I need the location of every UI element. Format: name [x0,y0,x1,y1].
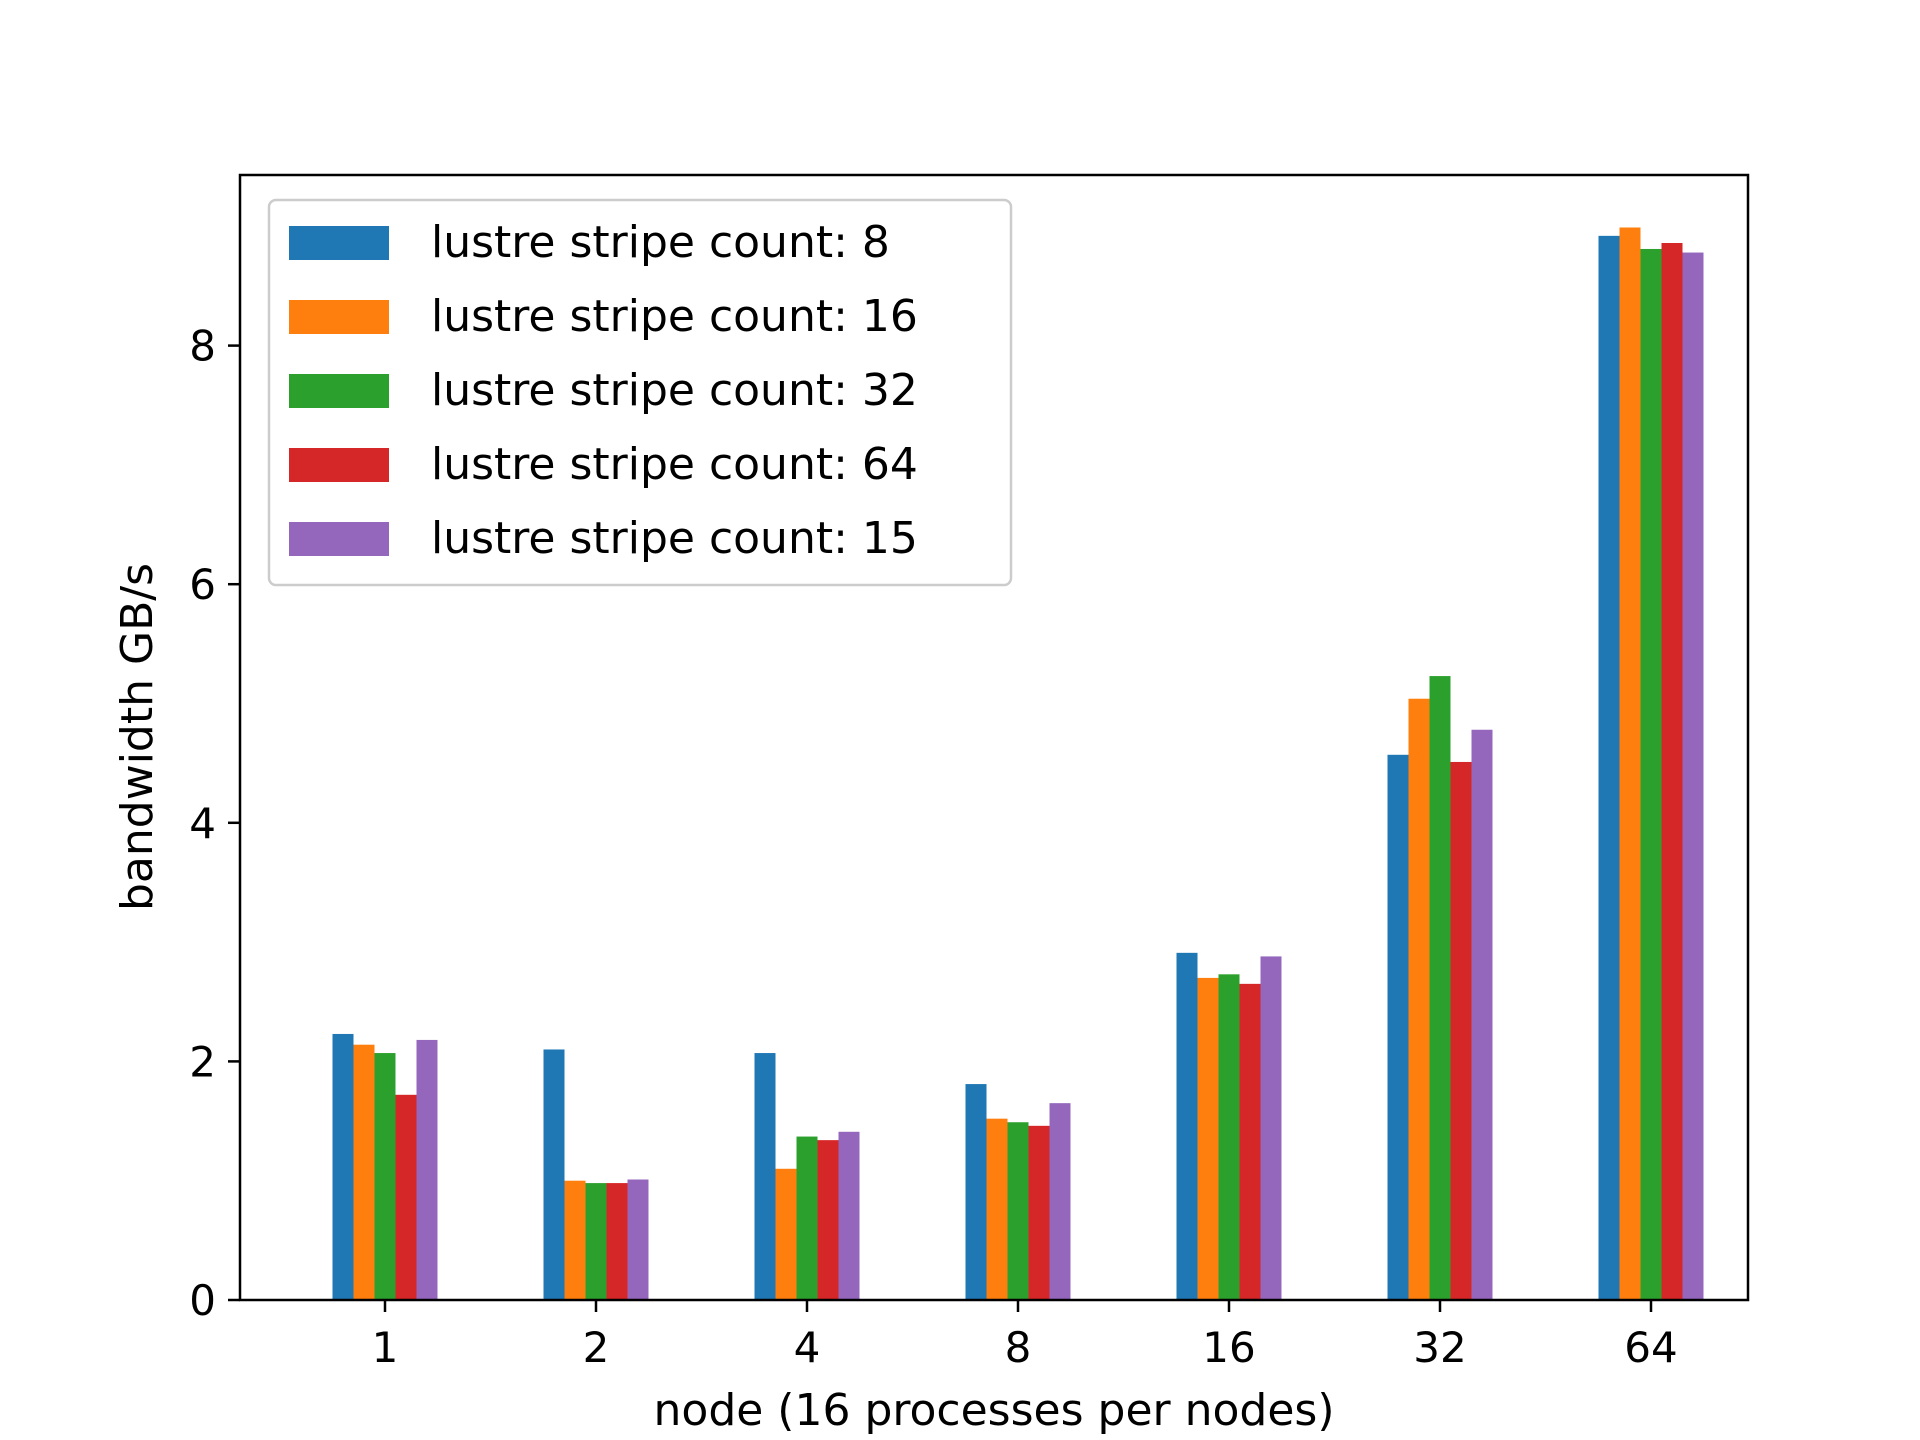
bar-lustre-stripe-count-16-node-8 [986,1118,1008,1300]
bar-lustre-stripe-count-64-node-32 [1450,761,1472,1300]
bar-lustre-stripe-count-8-node-64 [1598,235,1620,1301]
x-axis-label: node (16 processes per nodes) [654,1385,1335,1436]
bar-lustre-stripe-count-8-node-16 [1176,952,1198,1300]
legend-swatch [289,226,389,260]
bar-lustre-stripe-count-8-node-32 [1387,754,1409,1300]
legend-box [267,198,1013,587]
x-tick-label: 16 [1202,1323,1255,1372]
legend-swatch [289,300,389,334]
bar-lustre-stripe-count-16-node-16 [1197,977,1219,1300]
plot-frame [238,173,1750,1302]
bar-lustre-stripe-count-16-node-4 [775,1168,797,1300]
legend-swatch [289,448,389,482]
legend-swatch [289,374,389,408]
bar-lustre-stripe-count-32-node-4 [796,1136,818,1300]
x-tick-label: 8 [1005,1323,1032,1372]
x-tick-label: 4 [794,1323,821,1372]
x-tick-label: 32 [1413,1323,1466,1372]
y-axis-label: bandwidth GB/s [112,563,163,911]
bar-lustre-stripe-count-15-node-16 [1260,956,1282,1300]
x-tick-label: 64 [1624,1323,1677,1372]
bar-lustre-stripe-count-32-node-16 [1218,974,1240,1300]
y-tick-label: 2 [189,1037,216,1086]
bar-lustre-stripe-count-16-node-64 [1619,227,1641,1300]
bar-lustre-stripe-count-64-node-16 [1239,983,1261,1300]
bar-lustre-stripe-count-8-node-4 [754,1053,776,1300]
legend-label: lustre stripe count: 32 [431,365,918,416]
bar-lustre-stripe-count-32-node-32 [1429,676,1451,1300]
legend-label: lustre stripe count: 15 [431,513,918,564]
bar-lustre-stripe-count-15-node-64 [1682,252,1704,1301]
y-tick-label: 4 [189,799,216,848]
legend: lustre stripe count: 8 lustre stripe coun… [267,198,1013,587]
x-axis-ticks: 1 2 4 8 16 32 64 [372,1300,1678,1372]
bar-lustre-stripe-count-16-node-32 [1408,698,1430,1300]
legend-label: lustre stripe count: 16 [431,291,918,342]
bar-lustre-stripe-count-15-node-8 [1049,1103,1071,1300]
bar-lustre-stripe-count-8-node-1 [332,1033,354,1300]
bar-lustre-stripe-count-64-node-2 [606,1183,628,1300]
bar-lustre-stripe-count-16-node-2 [564,1180,586,1300]
bar-lustre-stripe-count-15-node-32 [1471,729,1493,1300]
legend-swatch [289,522,389,556]
bar-lustre-stripe-count-64-node-1 [395,1094,417,1300]
y-tick-label: 6 [189,560,216,609]
bar-lustre-stripe-count-64-node-64 [1661,243,1683,1300]
bar-lustre-stripe-count-32-node-2 [585,1183,607,1300]
bar-lustre-stripe-count-64-node-4 [817,1140,839,1300]
bar-lustre-stripe-count-64-node-8 [1028,1125,1050,1300]
y-axis-ticks: 0 2 4 6 8 [189,322,240,1325]
bar-lustre-stripe-count-8-node-8 [965,1084,987,1300]
bar-lustre-stripe-count-8-node-2 [543,1049,565,1300]
y-tick-label: 0 [189,1276,216,1325]
bar-lustre-stripe-count-15-node-2 [627,1179,649,1300]
bar-lustre-stripe-count-32-node-64 [1640,248,1662,1300]
bar-lustre-stripe-count-15-node-1 [416,1039,438,1300]
bars-group [332,227,1704,1301]
bar-lustre-stripe-count-15-node-4 [838,1131,860,1300]
legend-label: lustre stripe count: 64 [431,439,918,490]
bar-lustre-stripe-count-16-node-1 [353,1044,375,1300]
bar-lustre-stripe-count-32-node-8 [1007,1122,1029,1300]
x-tick-label: 2 [583,1323,610,1372]
x-tick-label: 1 [372,1323,399,1372]
y-tick-label: 8 [189,322,216,371]
legend-label: lustre stripe count: 8 [431,217,890,268]
bar-lustre-stripe-count-32-node-1 [374,1053,396,1300]
